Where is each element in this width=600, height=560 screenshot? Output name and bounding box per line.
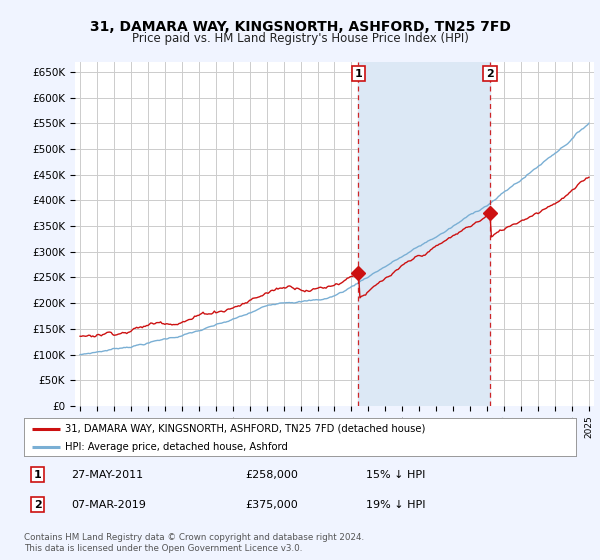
Text: 19% ↓ HPI: 19% ↓ HPI — [366, 500, 426, 510]
Text: 07-MAR-2019: 07-MAR-2019 — [71, 500, 146, 510]
Text: 31, DAMARA WAY, KINGSNORTH, ASHFORD, TN25 7FD (detached house): 31, DAMARA WAY, KINGSNORTH, ASHFORD, TN2… — [65, 424, 426, 434]
Text: 1: 1 — [34, 470, 41, 479]
Text: 27-MAY-2011: 27-MAY-2011 — [71, 470, 143, 479]
Text: Price paid vs. HM Land Registry's House Price Index (HPI): Price paid vs. HM Land Registry's House … — [131, 32, 469, 45]
Text: 2: 2 — [34, 500, 41, 510]
Text: HPI: Average price, detached house, Ashford: HPI: Average price, detached house, Ashf… — [65, 442, 288, 452]
Bar — [358, 62, 490, 406]
Text: 15% ↓ HPI: 15% ↓ HPI — [366, 470, 425, 479]
Text: 1: 1 — [355, 69, 362, 78]
Text: 31, DAMARA WAY, KINGSNORTH, ASHFORD, TN25 7FD: 31, DAMARA WAY, KINGSNORTH, ASHFORD, TN2… — [89, 20, 511, 34]
Text: 2: 2 — [486, 69, 494, 78]
Text: Contains HM Land Registry data © Crown copyright and database right 2024.
This d: Contains HM Land Registry data © Crown c… — [24, 533, 364, 553]
Text: £258,000: £258,000 — [245, 470, 298, 479]
Text: £375,000: £375,000 — [245, 500, 298, 510]
